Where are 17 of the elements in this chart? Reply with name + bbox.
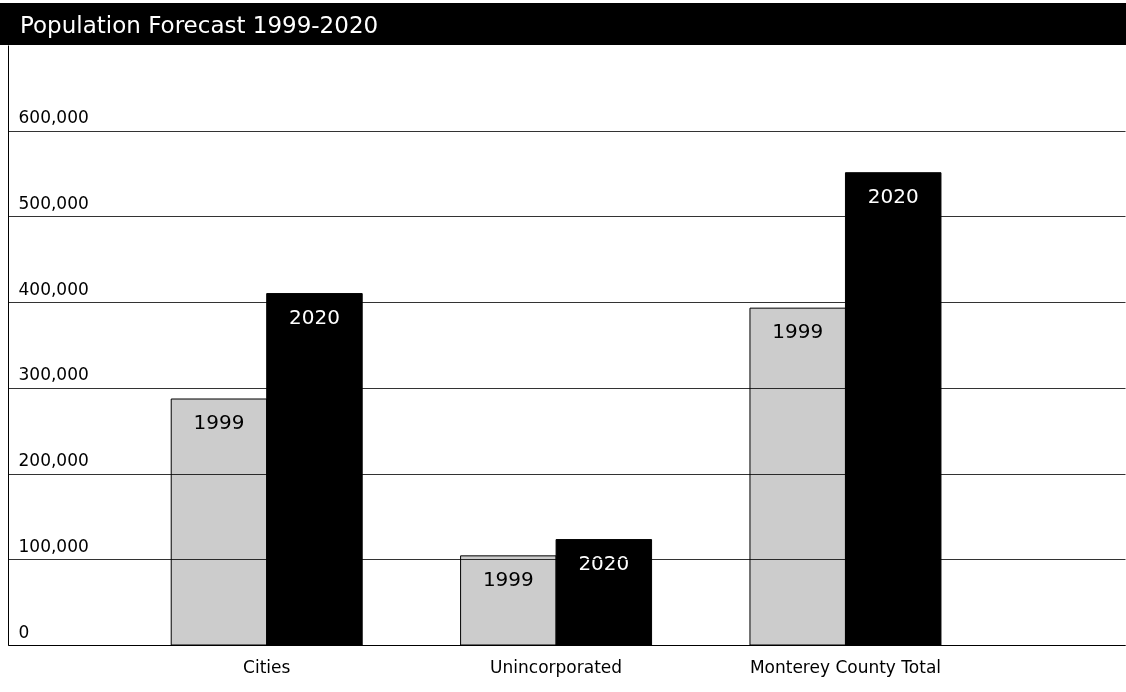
text: 2020	[867, 183, 919, 208]
y-tick-label: 200,000	[18, 450, 89, 471]
text: 1999	[482, 566, 534, 591]
x-tick-label: Cities	[243, 656, 291, 677]
x-tick-label: Unincorporated	[490, 656, 623, 677]
y-tick-label: 300,000	[18, 364, 89, 385]
series-label: 2020	[289, 304, 340, 329]
series-label: 1999	[193, 410, 245, 434]
y-tick-label: 600,000	[18, 107, 89, 128]
y-tick-label: 0	[18, 621, 30, 642]
x-tick-label: Monterey County Total	[749, 656, 942, 677]
text: 2020	[578, 550, 630, 575]
text: 1999	[772, 319, 824, 344]
y-tick-label: 500,000	[18, 192, 89, 213]
chart-title: Population Forecast 1999-2020	[0, 3, 1126, 45]
y-tick-label: 400,000	[18, 278, 89, 299]
y-tick-label: 100,000	[18, 535, 89, 556]
